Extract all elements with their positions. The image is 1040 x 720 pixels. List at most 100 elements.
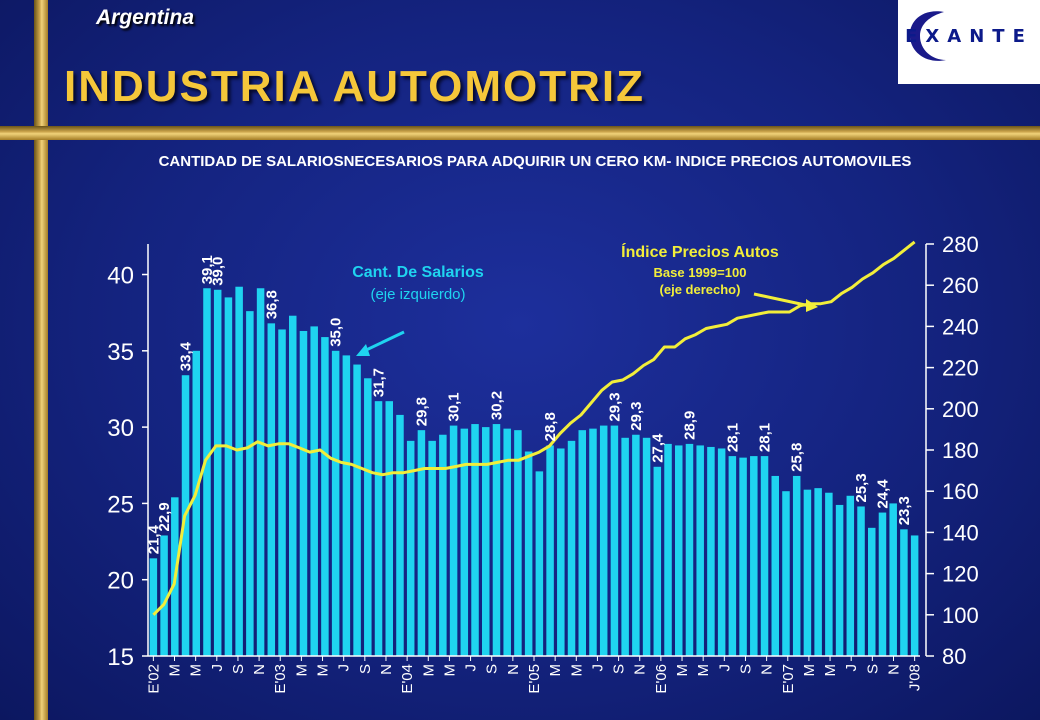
x-tick-label: N xyxy=(632,664,649,675)
price-index-line xyxy=(152,240,916,616)
bar xyxy=(728,456,737,656)
bar xyxy=(192,350,201,656)
bar-data-label: 28,1 xyxy=(757,423,774,452)
bar xyxy=(299,330,308,656)
bar xyxy=(310,326,318,656)
bar xyxy=(353,364,361,656)
indice-annotation: Índice Precios Autos Base 1999=100 (eje … xyxy=(580,244,820,297)
logo-swoosh-icon xyxy=(909,11,946,61)
data-labels: 21,422,9 33,4 39,139,0 36,8 35,0 31,7 29,8 30,1… xyxy=(145,255,913,554)
x-tick-label: M xyxy=(293,664,310,677)
x-tick-label: S xyxy=(864,664,881,674)
bar-data-label: 24,4 xyxy=(875,479,892,509)
bar xyxy=(503,428,511,656)
bar-data-label: 21,4 xyxy=(145,524,162,554)
right-tick-label: 200 xyxy=(942,397,979,422)
x-tick-label: J xyxy=(209,664,226,672)
bar-data-label: 28,1 xyxy=(724,423,741,452)
right-tick-label: 160 xyxy=(942,479,979,504)
bar xyxy=(278,329,286,656)
left-tick-label: 20 xyxy=(107,568,134,595)
x-tick-label: M xyxy=(822,664,839,677)
bar xyxy=(825,492,833,656)
right-tick-label: 120 xyxy=(942,562,979,587)
right-tick-label: 100 xyxy=(942,603,979,628)
bar-data-label: 28,9 xyxy=(682,411,699,440)
x-tick-label: M xyxy=(441,664,458,677)
left-tick-label: 15 xyxy=(107,644,134,671)
left-axis: 15 20 25 30 35 40 xyxy=(107,244,149,671)
x-tick-label: M xyxy=(568,664,585,677)
bar-data-label: 29,8 xyxy=(413,397,430,426)
bar xyxy=(782,491,790,656)
bar xyxy=(256,288,265,656)
bar xyxy=(900,529,908,656)
bar-data-label: 25,8 xyxy=(789,443,806,472)
indice-series-name: Índice Precios Autos xyxy=(621,244,779,261)
bar-data-label: 30,1 xyxy=(446,392,463,421)
bar xyxy=(567,440,576,656)
x-tick-label: M xyxy=(695,664,712,677)
bar xyxy=(524,451,533,656)
x-tick-label: S xyxy=(230,664,247,674)
bar-data-label: 29,3 xyxy=(606,392,623,421)
bar xyxy=(589,428,597,656)
x-tick-label: M xyxy=(547,664,564,677)
x-tick-label: S xyxy=(611,664,628,674)
bar xyxy=(878,512,887,656)
x-tick-label: M xyxy=(801,664,818,677)
x-axis: E'02 M M J S N E'03 M M J S N E'04 M M J S N E'05 M M J S N E'06… xyxy=(145,655,924,694)
bar xyxy=(246,311,254,656)
right-tick-label: 140 xyxy=(942,520,979,545)
indice-subtitle: Base 1999=100 xyxy=(653,265,747,280)
bar xyxy=(717,448,726,656)
left-tick-label: 30 xyxy=(107,415,134,442)
x-tick-label: E'02 xyxy=(145,664,162,694)
bar xyxy=(439,434,447,656)
bar xyxy=(814,488,822,656)
bar-data-label: 35,0 xyxy=(328,318,345,347)
x-tick-label: J xyxy=(336,664,353,672)
bar xyxy=(835,504,844,656)
bar-data-label: 39,0 xyxy=(210,257,227,286)
bar xyxy=(535,471,544,656)
left-tick-label: 25 xyxy=(107,491,134,518)
x-tick-label: M xyxy=(420,664,437,677)
x-tick-label: S xyxy=(357,664,374,674)
bar xyxy=(331,350,340,656)
bar xyxy=(235,286,243,656)
bar-data-label: 23,3 xyxy=(896,496,913,525)
bar xyxy=(653,466,662,656)
left-tick-label: 40 xyxy=(107,263,134,290)
bar xyxy=(213,289,222,656)
bar xyxy=(642,437,651,656)
bar xyxy=(514,430,522,656)
bar xyxy=(160,535,168,656)
bar xyxy=(288,315,297,656)
x-tick-label: N xyxy=(251,664,268,675)
left-tick-label: 35 xyxy=(107,339,134,366)
bar xyxy=(417,430,426,656)
bar xyxy=(599,425,608,656)
x-tick-label: S xyxy=(484,664,501,674)
bar xyxy=(760,456,769,656)
bar-data-label: 27,4 xyxy=(649,433,666,463)
x-tick-label: E'06 xyxy=(653,664,670,694)
bar xyxy=(771,475,780,656)
x-tick-label: N xyxy=(759,664,776,675)
x-tick-label: N xyxy=(378,664,395,675)
bar xyxy=(342,355,351,656)
bar xyxy=(428,440,436,656)
slide-title: INDUSTRIA AUTOMOTRIZ xyxy=(64,62,645,111)
bar-data-label: 33,4 xyxy=(178,341,195,371)
right-tick-label: 80 xyxy=(942,644,966,669)
bar xyxy=(396,414,404,656)
bar xyxy=(321,337,329,656)
bar xyxy=(364,378,372,656)
chart-title: CANTIDAD DE SALARIOSNECESARIOS PARA ADQU… xyxy=(158,153,912,170)
bar xyxy=(664,443,672,656)
bar xyxy=(610,425,619,656)
bar xyxy=(406,440,415,656)
bar xyxy=(846,495,855,656)
right-tick-label: 240 xyxy=(942,314,979,339)
